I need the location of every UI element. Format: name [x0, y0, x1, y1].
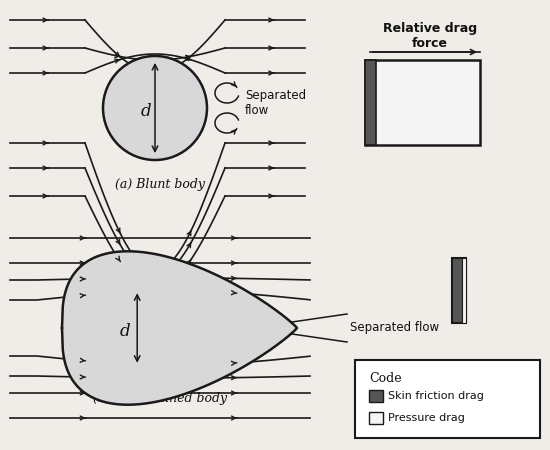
- Circle shape: [103, 56, 207, 160]
- Bar: [369, 390, 383, 402]
- Text: Separated flow: Separated flow: [350, 321, 439, 334]
- Bar: [452, 258, 466, 323]
- Text: Pressure drag: Pressure drag: [388, 413, 465, 423]
- Text: d: d: [119, 324, 130, 341]
- Text: (a) Blunt body: (a) Blunt body: [115, 178, 205, 191]
- Text: (b) Streamlined body: (b) Streamlined body: [93, 392, 227, 405]
- Polygon shape: [62, 251, 297, 405]
- Text: Code: Code: [369, 372, 402, 385]
- Text: Separated
flow: Separated flow: [245, 89, 306, 117]
- Bar: [355, 360, 540, 438]
- Bar: [365, 60, 376, 145]
- Text: d: d: [141, 103, 152, 120]
- Text: Skin friction drag: Skin friction drag: [388, 391, 484, 401]
- Text: Relative drag
force: Relative drag force: [383, 22, 477, 50]
- Bar: [365, 60, 480, 145]
- Bar: [369, 412, 383, 424]
- Bar: [462, 258, 466, 323]
